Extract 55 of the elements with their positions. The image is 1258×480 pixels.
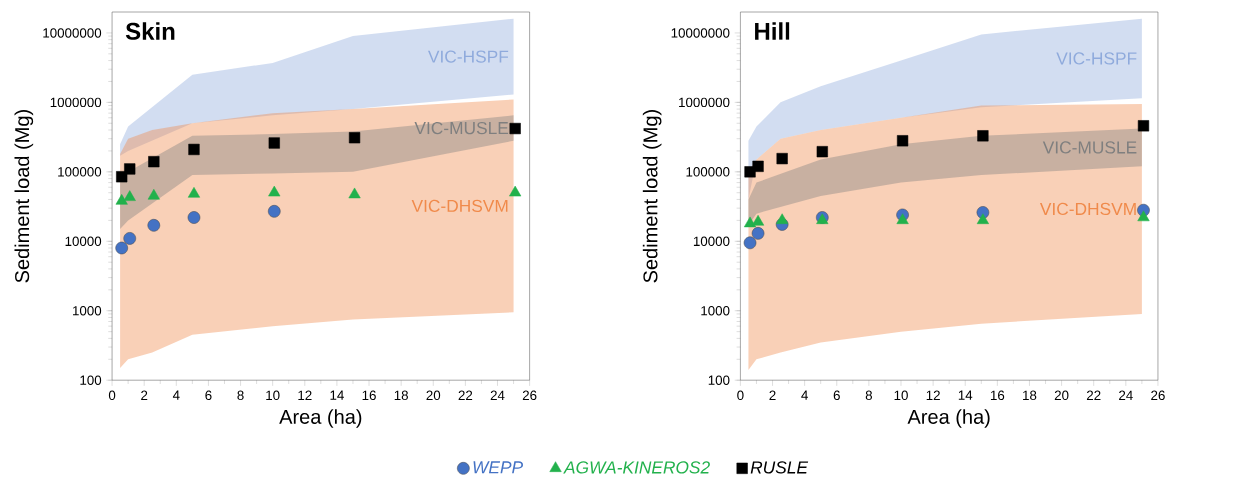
x-tick-label: 20 (1054, 390, 1069, 400)
x-axis-title: Area (ha) (907, 409, 990, 428)
y-tick-label: 100 (80, 375, 102, 385)
legend-label: VIC-MUSLE (1042, 141, 1137, 154)
y-tick-label: 10000000 (43, 28, 102, 38)
x-tick-label: 12 (926, 390, 940, 400)
x-tick-label: 6 (205, 390, 212, 400)
legend-label: RUSLE (750, 461, 809, 474)
x-tick-label: 4 (172, 390, 180, 400)
legend-label: WEPP (473, 461, 523, 474)
x-tick-label: 26 (1151, 390, 1165, 400)
x-tick-label: 2 (141, 390, 148, 400)
chart-title: Hill (755, 22, 790, 40)
x-tick-label: 22 (458, 390, 473, 400)
legend-label: VIC-DHSVM (411, 199, 508, 212)
y-tick-label: 1000 (73, 305, 102, 316)
y-tick-label: 100000 (686, 166, 730, 177)
x-tick-label: 16 (990, 390, 1005, 400)
y-axis-title: Sediment load (Mg) (14, 109, 34, 283)
x-tick-label: 2 (769, 390, 776, 400)
y-tick-label: 10000 (693, 236, 730, 246)
x-tick-label: 22 (1086, 390, 1101, 400)
y-tick-label: 1000 (701, 305, 730, 316)
x-tick-label: 18 (1023, 390, 1037, 400)
chart-title: Skin (125, 22, 175, 40)
x-tick-label: 16 (362, 390, 376, 400)
x-tick-label: 18 (394, 390, 408, 400)
x-tick-label: 0 (737, 390, 744, 400)
y-tick-label: 1000000 (679, 97, 730, 107)
x-tick-label: 0 (108, 390, 116, 400)
legend-label: VIC-MUSLE (414, 121, 509, 135)
x-tick-label: 14 (958, 390, 973, 400)
y-axis-title: Sediment load (Mg) (642, 109, 662, 283)
x-tick-label: 8 (865, 390, 872, 400)
y-tick-label: 100 (708, 375, 730, 385)
x-tick-label: 10 (266, 390, 280, 400)
y-tick-label: 100000 (58, 166, 102, 177)
x-tick-label: 12 (298, 390, 312, 400)
legend-label: VIC-DHSVM (1039, 202, 1136, 215)
x-tick-label: 8 (237, 390, 244, 400)
y-tick-label: 10000000 (671, 28, 730, 38)
y-tick-label: 10000 (65, 236, 102, 246)
x-tick-label: 24 (1119, 390, 1133, 400)
y-tick-label: 1000000 (50, 97, 102, 107)
x-tick-label: 20 (426, 390, 441, 400)
legend-label: AGWA-KINEROS2 (563, 461, 710, 474)
x-tick-label: 10 (894, 390, 908, 400)
x-axis-title: Area (ha) (279, 409, 362, 428)
x-tick-label: 6 (833, 390, 840, 400)
legend-label: VIC-HSPF (427, 50, 509, 63)
x-tick-label: 4 (801, 390, 808, 400)
legend-label: VIC-HSPF (1056, 52, 1137, 65)
x-tick-label: 24 (490, 390, 505, 400)
x-tick-label: 14 (330, 390, 344, 400)
x-tick-label: 26 (522, 390, 537, 400)
